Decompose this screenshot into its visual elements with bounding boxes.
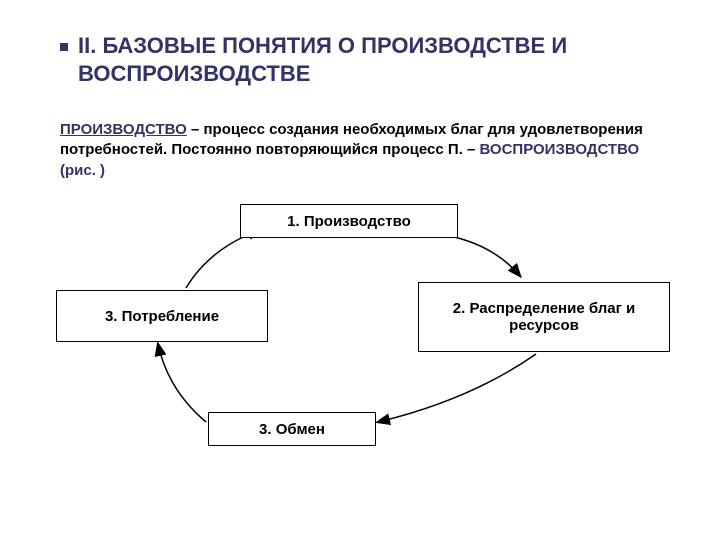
arrow-1 [378,354,536,422]
page-title: II. БАЗОВЫЕ ПОНЯТИЯ О ПРОИЗВОДСТВЕ И ВОС… [78,32,678,87]
cycle-diagram: 1. Производство 2. Распределение благ и р… [0,200,720,520]
arrow-0 [450,236,520,276]
arrow-3 [186,230,260,288]
node-n1: 1. Производство [240,204,458,238]
arrows-layer [0,200,720,520]
node-n4: 3. Потребление [56,290,268,342]
node-n3: 3. Обмен [208,412,376,446]
title-block: II. БАЗОВЫЕ ПОНЯТИЯ О ПРОИЗВОДСТВЕ И ВОС… [78,32,678,87]
node-n2: 2. Распределение благ и ресурсов [418,282,670,352]
definition-text: ПРОИЗВОДСТВО – процесс создания необходи… [60,120,660,181]
arrow-2 [158,344,206,422]
bullet-icon [60,43,68,51]
term-production: ПРОИЗВОДСТВО [60,121,187,138]
